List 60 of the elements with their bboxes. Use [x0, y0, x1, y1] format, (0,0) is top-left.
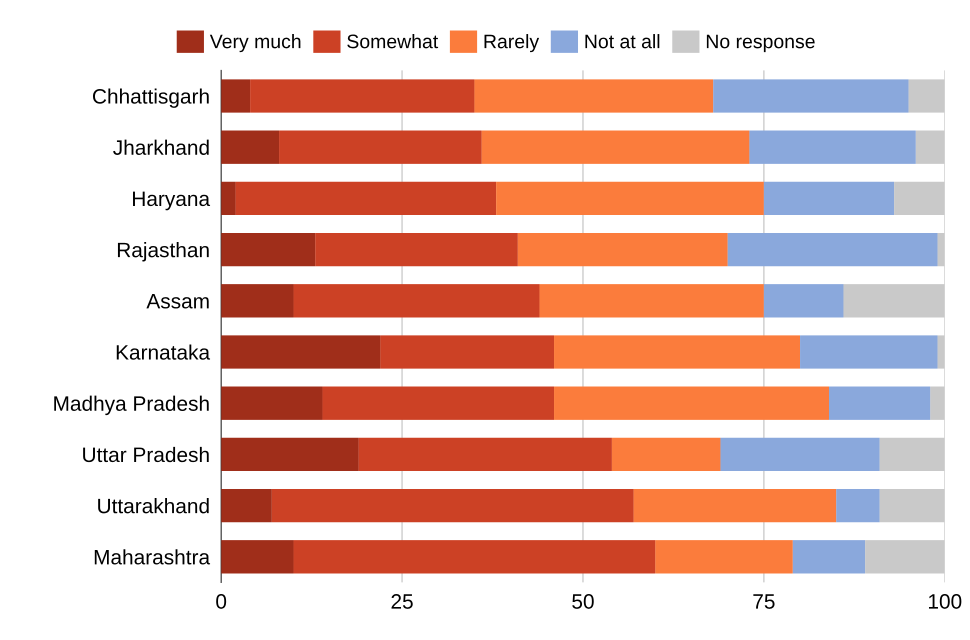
bar: [720, 438, 880, 472]
bar: [221, 284, 294, 318]
bar: [800, 335, 938, 369]
bar: [496, 182, 764, 216]
bar: [294, 284, 540, 318]
bar: [836, 488, 880, 522]
bar: [358, 438, 612, 472]
x-tick-label: 50: [572, 594, 594, 609]
bar: [380, 335, 554, 369]
bar: [713, 79, 909, 113]
y-tick-label: Chhattisgarh: [92, 88, 209, 108]
bar: [482, 130, 750, 164]
legend-label: Very much: [210, 34, 300, 52]
y-tick-label: Assam: [146, 294, 209, 309]
bar: [612, 438, 720, 472]
bar: [236, 182, 496, 216]
bar: [792, 540, 866, 574]
bar: [322, 386, 554, 420]
bar: [221, 130, 280, 164]
y-tick-label: Jharkhand: [113, 140, 209, 155]
bar: [221, 540, 294, 574]
bar: [221, 386, 322, 420]
x-tick-label: 0: [216, 594, 226, 609]
y-tick-label: Karnataka: [116, 344, 210, 360]
bar: [221, 232, 316, 266]
bar: [749, 130, 916, 164]
bar: [554, 386, 829, 420]
legend-label: Rarely: [484, 34, 540, 52]
legend-label: No response: [706, 34, 815, 52]
bar: [764, 182, 894, 216]
bar: [474, 79, 714, 113]
legend-label: Somewhat: [347, 34, 438, 48]
bar: [764, 284, 844, 318]
bar: [221, 182, 236, 216]
x-tick-label: 75: [753, 594, 775, 609]
bar: [634, 488, 836, 522]
bar: [315, 232, 518, 266]
bar: [294, 540, 656, 574]
x-tick-label: 25: [392, 594, 413, 609]
bar: [540, 284, 764, 318]
bar: [221, 335, 380, 369]
bar: [655, 540, 793, 574]
bar: [728, 232, 938, 266]
y-tick-label: Haryana: [133, 192, 210, 210]
y-tick-label: Maharashtra: [94, 549, 210, 565]
bar: [221, 79, 250, 113]
bar: [829, 386, 930, 420]
y-tick-label: Rajasthan: [118, 242, 209, 262]
legend-label: Not at all: [585, 34, 660, 48]
bar: [279, 130, 482, 164]
bar: [272, 488, 634, 522]
bar: [554, 335, 800, 369]
bar: [221, 438, 359, 472]
y-tick-label: Madhya Pradesh: [54, 396, 209, 416]
y-tick-label: Uttar Pradesh: [83, 446, 209, 462]
bar: [221, 488, 272, 522]
y-tick-label: Uttarakhand: [98, 498, 209, 514]
bar: [518, 232, 728, 266]
x-tick-label: 100: [928, 594, 962, 609]
bar: [250, 79, 474, 113]
